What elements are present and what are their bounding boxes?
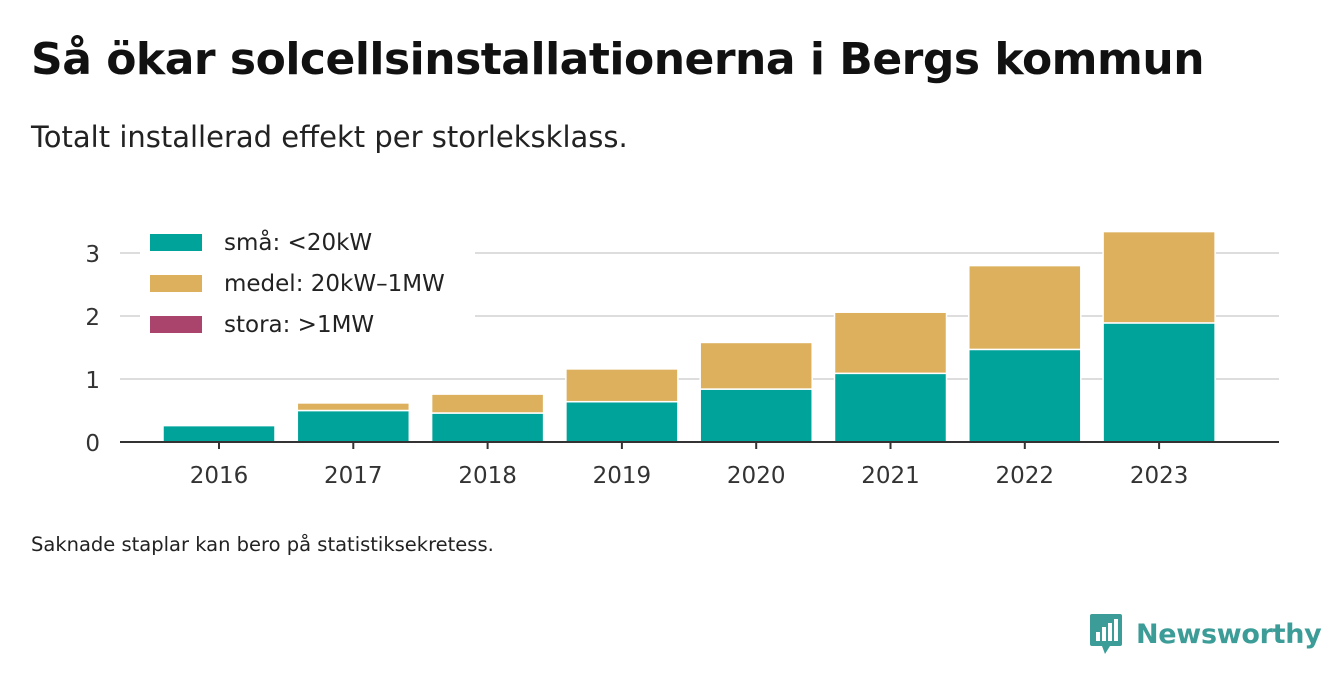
x-tick-label-2021: 2021 xyxy=(861,463,920,489)
legend-swatch-2 xyxy=(150,316,202,333)
chart-title: Så ökar solcellsinstallationerna i Bergs… xyxy=(31,34,1205,85)
y-tick-label: 3 xyxy=(85,242,100,268)
x-tick-label-2019: 2019 xyxy=(593,463,652,489)
bar-2023-series-0 xyxy=(1102,322,1216,443)
x-tick-label-2017: 2017 xyxy=(324,463,383,489)
stacked-bar-chart: 2016 2017 2018 2019 2020 2021 2022 2023 0 1 2 3 sm… xyxy=(85,222,1279,489)
bar-2022-series-1 xyxy=(968,264,1082,351)
footnote: Saknade staplar kan bero på statistiksek… xyxy=(31,533,494,556)
legend-label-2: stora: >1MW xyxy=(224,312,374,338)
y-tick-label: 2 xyxy=(85,305,100,331)
legend-swatch-0 xyxy=(150,234,202,251)
x-tick-label-2020: 2020 xyxy=(727,463,786,489)
legend-label-1: medel: 20kW–1MW xyxy=(224,271,445,297)
bar-2021-series-1 xyxy=(833,311,948,375)
bar-chart-speech-bubble-icon xyxy=(1090,614,1122,654)
bar-2022-series-0 xyxy=(968,348,1082,443)
legend-swatch-1 xyxy=(150,275,202,292)
legend-label-0: små: <20kW xyxy=(224,228,372,256)
brand-name: Newsworthy xyxy=(1136,618,1322,650)
x-tick-label-2016: 2016 xyxy=(190,463,249,489)
x-axis-ticks: 2016 2017 2018 2019 2020 2021 2022 2023 xyxy=(190,442,1189,489)
bar-2023-series-1 xyxy=(1102,230,1216,324)
x-tick-label-2023: 2023 xyxy=(1130,463,1189,489)
y-axis-ticks: 0 1 2 3 xyxy=(85,242,100,457)
y-tick-label: 1 xyxy=(85,368,100,394)
bar-2018-series-1 xyxy=(430,393,545,414)
chart-subtitle: Totalt installerad effekt per storlekskl… xyxy=(31,120,628,154)
bar-2016-series-0 xyxy=(162,424,276,443)
legend: små: <20kW medel: 20kW–1MW stora: >1MW xyxy=(140,222,475,344)
bar-2019-series-0 xyxy=(565,400,679,443)
bar-2018-series-0 xyxy=(430,412,545,443)
bar-2020-series-0 xyxy=(699,388,813,443)
x-tick-label-2022: 2022 xyxy=(996,463,1055,489)
x-tick-label-2018: 2018 xyxy=(458,463,517,489)
bar-2020-series-1 xyxy=(699,341,813,390)
bar-2019-series-1 xyxy=(565,368,679,403)
bar-2021-series-0 xyxy=(833,372,948,443)
y-tick-label: 0 xyxy=(85,431,100,457)
bar-2017-series-1 xyxy=(296,402,411,412)
bars xyxy=(162,230,1216,443)
bar-2017-series-0 xyxy=(296,409,411,443)
brand-logo: Newsworthy xyxy=(1088,612,1322,656)
